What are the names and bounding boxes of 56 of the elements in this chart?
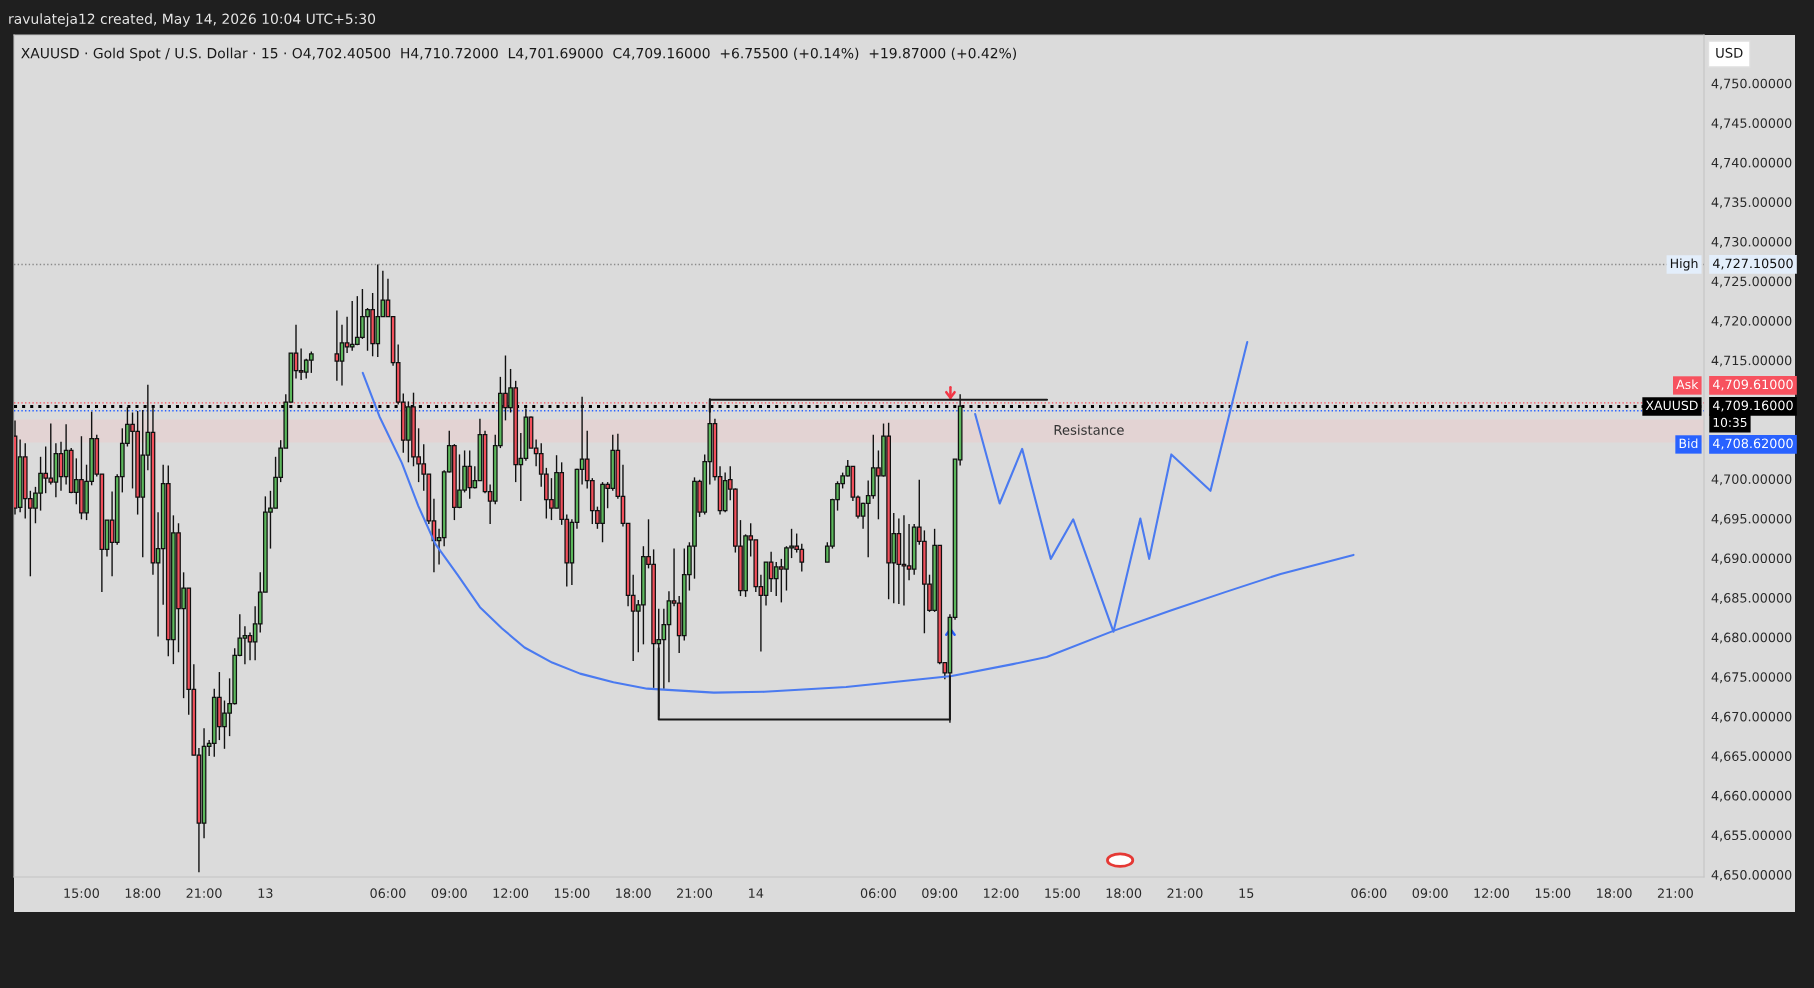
x-tick-label: 18:00 — [125, 888, 161, 898]
y-tick-label: 4,720.00000 — [1711, 316, 1792, 328]
x-tick-label: 06:00 — [1351, 888, 1387, 898]
x-tick-label: 15:00 — [1045, 888, 1080, 898]
x-tick-label: 15:00 — [554, 888, 590, 898]
text: ravulateja12 created, May 14, 2026 10:04 UTC+5:30 — [9, 13, 376, 27]
annotation: 4,727.10500 — [1712, 258, 1793, 270]
y-axis-title: USD — [1716, 47, 1743, 58]
y-tick-label: 4,750.00000 — [1711, 78, 1792, 90]
x-tick-label: 13 — [258, 888, 273, 898]
x-tick-label: 18:00 — [616, 888, 651, 898]
y-tick-label: 4,670.00000 — [1711, 711, 1792, 723]
x-tick-label: 21:00 — [677, 888, 713, 898]
y-tick-label: 4,700.00000 — [1711, 474, 1792, 486]
x-tick-label: 09:00 — [922, 888, 958, 898]
x-tick-label: 15 — [1239, 888, 1254, 898]
x-tick-label: 14 — [749, 888, 764, 898]
y-tick-label: 4,690.00000 — [1711, 553, 1792, 565]
y-tick-label: 4,730.00000 — [1711, 236, 1792, 248]
y-tick-label: 4,675.00000 — [1711, 672, 1792, 684]
y-tick-label: 4,740.00000 — [1711, 157, 1792, 169]
y-tick-label: 4,680.00000 — [1711, 632, 1792, 644]
x-tick-label: 06:00 — [370, 888, 406, 898]
x-tick-label: 12:00 — [1474, 888, 1510, 898]
y-tick-label: 4,655.00000 — [1711, 830, 1792, 842]
y-tick-label: 4,650.00000 — [1711, 870, 1792, 881]
ref-line-label: Ask — [1676, 379, 1699, 390]
annotation: 4,709.61000 — [1712, 379, 1793, 391]
x-tick-label: 15:00 — [64, 888, 99, 898]
annotation: 4,708.62000 — [1712, 438, 1793, 450]
x-tick-label: 21:00 — [186, 888, 222, 898]
x-tick-label: 12:00 — [984, 888, 1019, 898]
x-tick-label: 21:00 — [1167, 888, 1203, 898]
x-tick-label: 09:00 — [431, 888, 467, 898]
x-tick-label: 18:00 — [1597, 888, 1632, 898]
y-tick-label: 4,745.00000 — [1711, 118, 1792, 130]
text: XAUUSD · Gold Spot / U.S. Dollar · 15 · O4,702.40500 H4,710.72000 L4,701.69000 C4,709.16000 +6.75500 (+0.14%) +19.87000 (+0.42%) — [21, 47, 1017, 62]
annotation: 10:35 — [1713, 417, 1747, 428]
x-tick-label: 09:00 — [1412, 888, 1448, 898]
x-tick-label: 12:00 — [493, 888, 529, 898]
y-tick-label: 4,725.00000 — [1711, 276, 1792, 288]
y-tick-label: 4,715.00000 — [1711, 355, 1792, 367]
y-tick-label: 4,660.00000 — [1711, 790, 1792, 802]
x-tick-label: 06:00 — [860, 888, 896, 898]
annotation: 4,709.16000 — [1712, 400, 1793, 412]
x-tick-label: 21:00 — [1657, 888, 1693, 898]
y-tick-label: 4,735.00000 — [1711, 197, 1792, 209]
x-tick-label: 18:00 — [1106, 888, 1142, 898]
band-label: Resistance — [1054, 424, 1124, 435]
y-tick-label: 4,665.00000 — [1711, 751, 1792, 763]
ref-line-label: Bid — [1679, 438, 1698, 449]
y-tick-label: 4,685.00000 — [1711, 593, 1792, 604]
ref-line-label: XAUUSD — [1645, 400, 1698, 411]
x-tick-label: 15:00 — [1535, 888, 1571, 898]
ref-line-label: High — [1670, 258, 1698, 271]
y-tick-label: 4,695.00000 — [1711, 513, 1792, 525]
